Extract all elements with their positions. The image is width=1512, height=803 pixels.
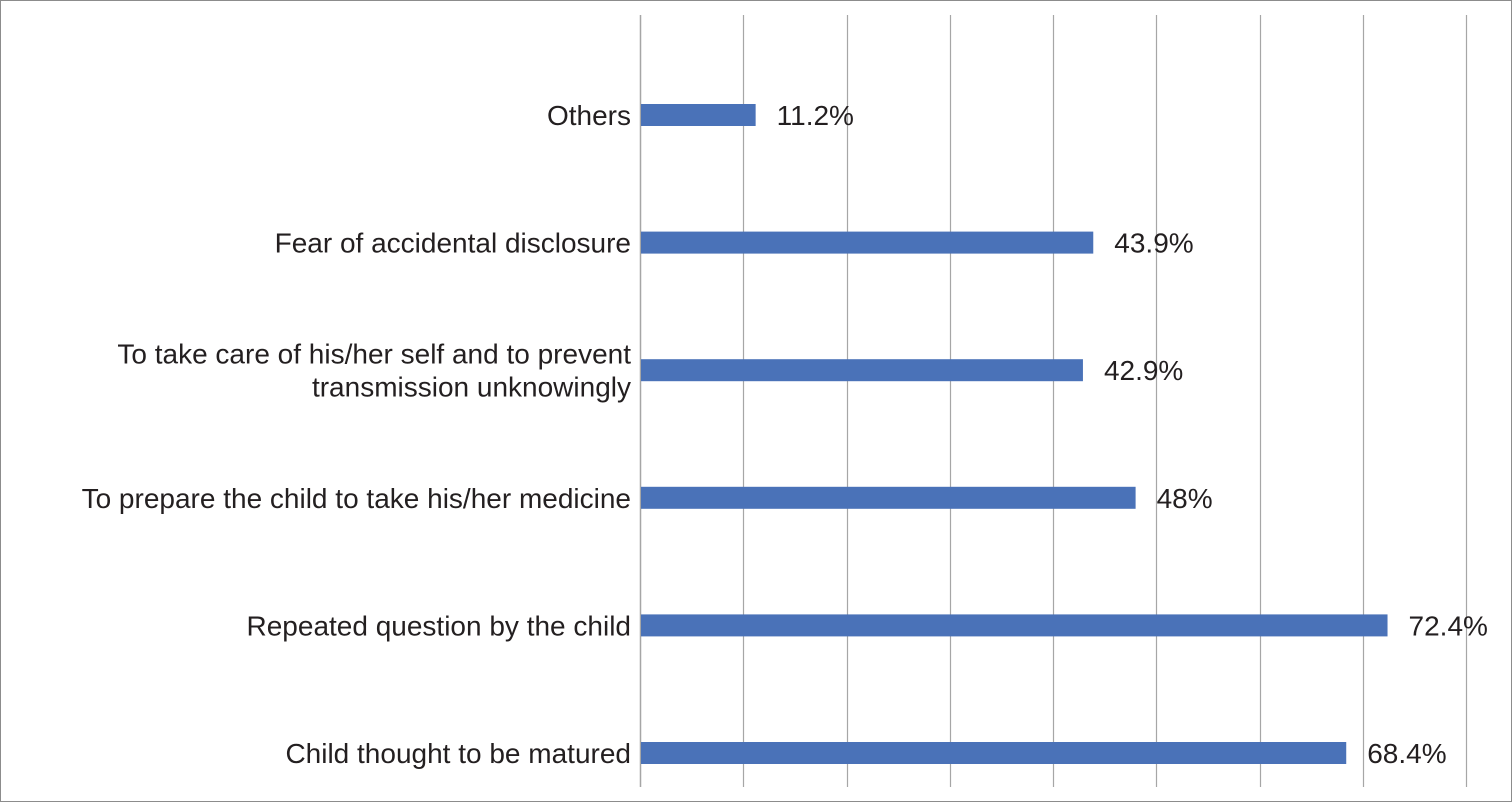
category-label-line: To take care of his/her self and to prev… (117, 339, 631, 370)
category-label-line: Others (547, 100, 631, 131)
category-label-line: Fear of accidental disclosure (275, 228, 631, 259)
category-label: Repeated question by the child (247, 610, 632, 641)
data-label: 11.2% (777, 100, 854, 131)
data-label: 48% (1157, 483, 1213, 514)
category-labels: Child thought to be matured Repeated ques… (82, 100, 632, 769)
gridlines (639, 15, 1468, 787)
data-label: 42.9% (1104, 355, 1183, 386)
category-label: To take care of his/her self and to prev… (117, 339, 631, 403)
bar (641, 231, 1094, 254)
data-label: 72.4% (1409, 610, 1488, 641)
category-label-line: Child thought to be matured (285, 738, 631, 769)
bars (641, 104, 1388, 764)
bar (641, 614, 1388, 637)
bar (641, 104, 756, 126)
category-label: Child thought to be matured (285, 738, 631, 769)
category-label: Fear of accidental disclosure (275, 228, 631, 259)
category-label: To prepare the child to take his/her med… (82, 483, 631, 514)
data-label: 68.4% (1367, 738, 1446, 769)
bar (641, 486, 1136, 509)
bar (641, 742, 1347, 764)
value-labels: 68.4% 72.4% 48% 42.9% 43.9% 11.2% (777, 100, 1488, 769)
category-label-line: Repeated question by the child (247, 610, 632, 641)
category-label-line: To prepare the child to take his/her med… (82, 483, 631, 514)
data-label: 43.9% (1114, 228, 1193, 259)
category-label-line: transmission unknowingly (312, 372, 631, 403)
bar (641, 359, 1083, 382)
category-label: Others (547, 100, 631, 131)
